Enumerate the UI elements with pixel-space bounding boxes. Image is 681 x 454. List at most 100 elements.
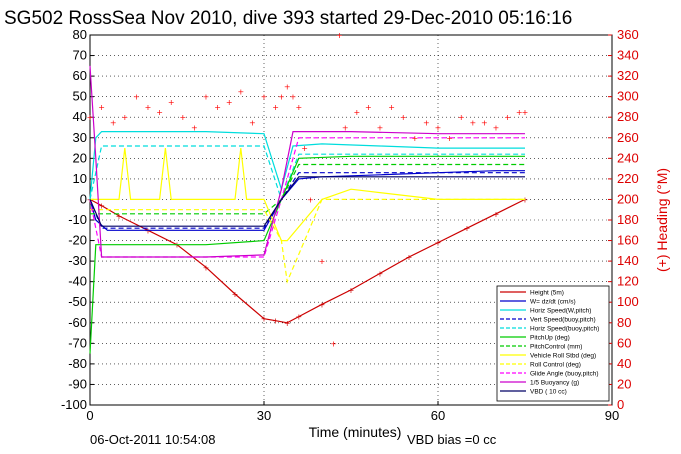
data-point: +: [290, 93, 297, 102]
series-12: + + + + + + + + + + + + + + + + + + + + + + + + + + + + + + + + + + + + + + + +…: [87, 31, 529, 348]
data-point: +: [330, 339, 337, 348]
y-right-tick-label: 40: [617, 356, 631, 371]
series-line: [89, 176, 525, 227]
legend-label: VBD ( 10 cc): [530, 389, 567, 396]
data-point: +: [516, 108, 523, 117]
x-tick-label: 60: [431, 408, 445, 423]
y-tick-label: -80: [68, 356, 87, 371]
y-right-tick-label: 160: [617, 233, 639, 248]
series-5: [89, 155, 525, 354]
legend-label: Roll Control (deg): [530, 362, 581, 369]
data-point: +: [284, 319, 291, 328]
y-tick-label: 10: [73, 171, 87, 186]
y-tick-label: -20: [68, 233, 87, 248]
data-point: +: [232, 290, 239, 299]
data-point: +: [411, 134, 418, 143]
data-point: +: [116, 212, 123, 221]
data-point: +: [295, 313, 302, 322]
data-point: +: [191, 124, 198, 133]
data-point: +: [353, 108, 360, 117]
series-8: [90, 198, 525, 284]
data-point: +: [464, 224, 471, 233]
y-right-tick-label: 0: [617, 397, 624, 412]
series-11: [89, 176, 525, 227]
data-point: +: [458, 113, 465, 122]
y-right-tick-label: 20: [617, 376, 631, 391]
data-point: +: [168, 98, 175, 107]
series-line: [89, 145, 525, 202]
data-point: +: [388, 103, 395, 112]
legend-label: W= dz/dt (cm/s): [530, 299, 576, 306]
y-tick-label: 50: [73, 89, 87, 104]
data-point: +: [377, 269, 384, 278]
data-point: +: [87, 113, 94, 122]
data-point: +: [272, 103, 279, 112]
y-right-tick-label: 320: [617, 68, 639, 83]
legend-label: Vert Speed(buoy,pitch): [530, 317, 596, 324]
data-point: +: [249, 118, 256, 127]
legend-label: Horiz Speed(buoy,pitch): [530, 326, 599, 333]
x-axis: 0 30 60 90: [86, 401, 619, 423]
data-point: +: [423, 118, 430, 127]
data-point: +: [446, 134, 453, 143]
legend-label: Glide Angle (buoy,pitch): [530, 371, 599, 378]
y-tick-label: -70: [68, 335, 87, 350]
data-point: +: [336, 31, 343, 40]
data-point: +: [278, 93, 285, 102]
data-point: +: [406, 253, 413, 262]
data-point: +: [342, 124, 349, 133]
data-point: +: [121, 113, 128, 122]
y-tick-label: 0: [80, 191, 87, 206]
x-tick-label: 0: [86, 408, 93, 423]
data-point: +: [301, 144, 308, 153]
legend-label: Height (5m): [530, 290, 564, 297]
series-6: [90, 163, 525, 215]
data-point: +: [295, 103, 302, 112]
x-axis-label: Time (minutes): [309, 424, 402, 440]
y-right-tick-label: 60: [617, 335, 631, 350]
data-point: +: [319, 257, 326, 266]
y-tick-label: -50: [68, 294, 87, 309]
data-point: +: [98, 202, 105, 211]
legend-label: PitchUp (deg): [530, 335, 570, 342]
data-point: +: [203, 93, 210, 102]
series-line: [90, 148, 525, 242]
series-line: [89, 65, 525, 258]
data-point: +: [261, 315, 268, 324]
footer-timestamp: 06-Oct-2011 10:54:08: [90, 432, 216, 447]
data-point: +: [469, 118, 476, 127]
data-point: +: [493, 210, 500, 219]
y-axis-left: 80 70 60 50 40 30 20 10 0 -10 -20 -30 -40 -50 -60 -70 -8…: [61, 27, 94, 412]
y-right-tick-label: 100: [617, 294, 639, 309]
data-point: +: [348, 286, 355, 295]
y-axis-right: 3603403203002802602402202001801601401201…: [608, 27, 639, 412]
y-tick-label: 80: [73, 27, 87, 42]
y-right-tick-label: 360: [617, 27, 639, 42]
y-right-tick-label: 280: [617, 109, 639, 124]
footer-vbd-bias: VBD bias =0 cc: [407, 432, 497, 447]
y-tick-label: -100: [61, 397, 87, 412]
y-axis-label-right: (+) Heading (°M): [654, 168, 670, 272]
y-tick-label: -30: [68, 253, 87, 268]
chart-title: SG502 RossSea Nov 2010, dive 393 started…: [4, 8, 572, 29]
legend-label: 1/5 Buoyancy (g): [530, 380, 579, 387]
y-tick-label: -60: [68, 315, 87, 330]
y-right-tick-label: 260: [617, 130, 639, 145]
y-tick-label: 30: [73, 130, 87, 145]
y-right-tick-label: 140: [617, 253, 639, 268]
data-point: +: [481, 118, 488, 127]
data-point: +: [522, 108, 529, 117]
data-point: +: [504, 113, 511, 122]
series-line: [90, 163, 525, 215]
legend-label: Vehicle Roll Stbd (deg): [530, 353, 596, 360]
series-layer: + + + + + + + + + + + + + + + + + + + + + + + + + + + + + + + + + + + + + + + +…: [87, 31, 529, 354]
data-point: +: [435, 239, 442, 248]
legend-label: PitchControl (mm): [530, 344, 582, 351]
data-point: +: [493, 124, 500, 133]
data-point: +: [284, 82, 291, 91]
y-right-tick-label: 120: [617, 274, 639, 289]
y-tick-label: 60: [73, 68, 87, 83]
series-line: [89, 155, 525, 354]
y-right-tick-label: 80: [617, 315, 631, 330]
